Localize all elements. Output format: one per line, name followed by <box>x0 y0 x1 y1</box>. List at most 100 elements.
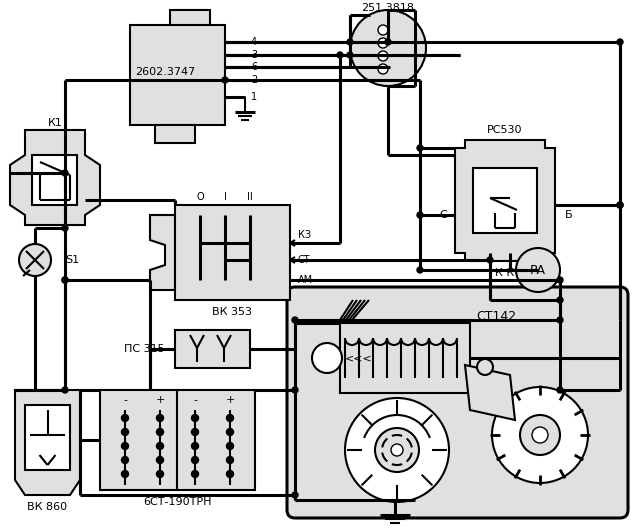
Circle shape <box>557 387 563 393</box>
Circle shape <box>121 415 128 422</box>
Circle shape <box>62 277 68 283</box>
Circle shape <box>121 429 128 435</box>
Text: О: О <box>196 192 204 202</box>
Polygon shape <box>10 130 100 225</box>
Text: Б: Б <box>565 210 573 220</box>
Polygon shape <box>465 365 515 420</box>
Circle shape <box>417 145 423 151</box>
FancyBboxPatch shape <box>287 287 628 518</box>
Circle shape <box>222 77 228 83</box>
Text: ВК 353: ВК 353 <box>213 307 253 317</box>
Bar <box>130 25 225 125</box>
Circle shape <box>557 317 563 323</box>
Circle shape <box>378 25 388 35</box>
Circle shape <box>350 10 426 86</box>
Circle shape <box>156 429 163 435</box>
Circle shape <box>385 39 391 45</box>
Circle shape <box>347 52 353 58</box>
Text: 3: 3 <box>251 50 257 60</box>
Circle shape <box>192 429 199 435</box>
Circle shape <box>487 257 493 263</box>
Circle shape <box>617 202 623 208</box>
Text: ПС 315: ПС 315 <box>124 344 165 354</box>
Circle shape <box>156 442 163 450</box>
Polygon shape <box>15 390 80 495</box>
Circle shape <box>292 387 298 393</box>
Circle shape <box>62 170 68 176</box>
Circle shape <box>520 415 560 455</box>
Circle shape <box>378 38 388 48</box>
Text: 6: 6 <box>251 62 257 72</box>
Circle shape <box>227 415 234 422</box>
Text: I: I <box>224 192 227 202</box>
Circle shape <box>121 442 128 450</box>
Text: +: + <box>156 395 164 405</box>
Circle shape <box>192 470 199 477</box>
Text: РС530: РС530 <box>487 125 523 135</box>
Text: 2602.3747: 2602.3747 <box>135 67 195 77</box>
Circle shape <box>156 457 163 464</box>
Text: К К: К К <box>495 268 514 278</box>
Bar <box>155 125 195 143</box>
Polygon shape <box>150 215 175 290</box>
Circle shape <box>345 398 449 502</box>
Circle shape <box>378 64 388 74</box>
Bar <box>340 323 470 393</box>
Circle shape <box>227 470 234 477</box>
Text: 1: 1 <box>251 92 257 102</box>
Text: КЗ: КЗ <box>298 230 311 240</box>
Bar <box>473 168 537 233</box>
Circle shape <box>617 39 623 45</box>
Text: РА: РА <box>530 263 546 277</box>
Circle shape <box>477 359 493 375</box>
Circle shape <box>378 51 388 61</box>
Circle shape <box>337 52 343 58</box>
Circle shape <box>312 343 342 373</box>
Text: С: С <box>439 210 447 220</box>
Circle shape <box>62 225 68 231</box>
Circle shape <box>192 457 199 464</box>
Text: II: II <box>247 192 253 202</box>
Circle shape <box>62 387 68 393</box>
Circle shape <box>617 202 623 208</box>
Circle shape <box>192 442 199 450</box>
Circle shape <box>557 297 563 303</box>
Text: АМ: АМ <box>298 275 313 285</box>
Circle shape <box>391 444 403 456</box>
Text: ВК 860: ВК 860 <box>27 502 67 512</box>
Text: -: - <box>193 395 197 405</box>
Circle shape <box>417 212 423 218</box>
Text: +: + <box>225 395 235 405</box>
Text: СТ: СТ <box>298 255 311 265</box>
Text: 2: 2 <box>251 75 257 85</box>
Polygon shape <box>455 140 555 261</box>
Circle shape <box>227 457 234 464</box>
Bar <box>175 330 250 368</box>
Circle shape <box>121 457 128 464</box>
Text: -: - <box>123 395 127 405</box>
Circle shape <box>156 470 163 477</box>
Circle shape <box>492 387 588 483</box>
Circle shape <box>292 317 298 323</box>
Circle shape <box>347 39 353 45</box>
Circle shape <box>121 470 128 477</box>
Text: <<<: <<< <box>345 353 373 363</box>
Text: 6СТ-190ТРН: 6СТ-190ТРН <box>144 497 211 507</box>
Circle shape <box>516 248 560 292</box>
Bar <box>32 155 77 205</box>
Bar <box>100 390 255 490</box>
Text: S1: S1 <box>65 255 79 265</box>
Circle shape <box>19 244 51 276</box>
Circle shape <box>192 415 199 422</box>
Circle shape <box>532 427 548 443</box>
Circle shape <box>417 267 423 273</box>
Circle shape <box>156 415 163 422</box>
Circle shape <box>557 277 563 283</box>
Circle shape <box>227 442 234 450</box>
Text: К1: К1 <box>48 118 62 128</box>
Circle shape <box>375 428 419 472</box>
Bar <box>175 205 290 300</box>
Bar <box>25 405 70 470</box>
Circle shape <box>292 492 298 498</box>
Circle shape <box>227 429 234 435</box>
